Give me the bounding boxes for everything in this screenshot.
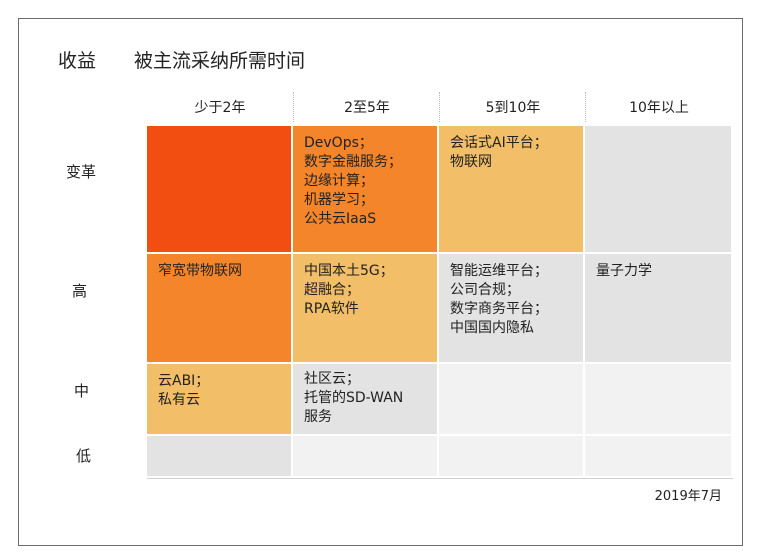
cell-high-lt2: 窄宽带物联网 [147,254,291,362]
cell-moderate-5to10 [439,364,583,434]
cell-low-2to5 [293,436,437,476]
column-header-2to5: 2至5年 [293,92,440,122]
cell-low-5to10 [439,436,583,476]
row-header-moderate: 中 [74,382,90,400]
cell-transformational-5to10: 会话式AI平台； 物联网 [439,126,583,252]
cell-high-2to5: 中国本土5G； 超融合； RPA软件 [293,254,437,362]
column-header-lt2: 少于2年 [194,100,246,116]
cell-transformational-2to5: DevOps； 数字金融服务； 边缘计算； 机器学习； 公共云IaaS [293,126,437,252]
cell-transformational-10plus [585,126,731,252]
row-header-transformational: 变革 [66,163,97,181]
row-header-high: 高 [72,282,88,300]
cell-transformational-lt2 [147,126,291,252]
row-header-low: 低 [76,447,92,465]
cell-high-10plus: 量子力学 [585,254,731,362]
cell-moderate-lt2: 云ABI； 私有云 [147,364,291,434]
benefit-axis-label: 收益 [58,50,97,72]
cell-moderate-10plus [585,364,731,434]
column-header-5to10: 5到10年 [439,92,586,122]
bottom-divider [147,478,733,479]
cell-moderate-2to5: 社区云； 托管的SD-WAN 服务 [293,364,437,434]
date-label: 2019年7月 [654,489,722,504]
cell-low-lt2 [147,436,291,476]
column-header-10plus: 10年以上 [585,92,732,122]
cell-low-10plus [585,436,731,476]
chart-title: 被主流采纳所需时间 [134,50,306,72]
cell-high-5to10: 智能运维平台； 公司合规； 数字商务平台； 中国国内隐私 [439,254,583,362]
